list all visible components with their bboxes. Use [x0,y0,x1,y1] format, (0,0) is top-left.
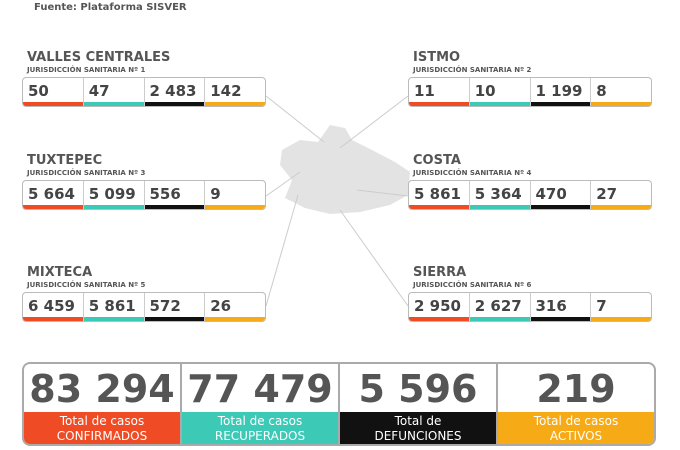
region-box: 5 664 5 099 556 9 [22,180,266,210]
region-value: 572 [144,293,206,321]
total-column: 77 479 Total de casos RECUPERADOS [182,364,340,444]
region-name: ISTMO [413,50,461,65]
map [280,125,410,214]
total-label-top: Total de [394,414,442,428]
jurisdiction: JURISDICCIÓN SANITARIA Nº 6 [413,281,532,289]
totals-box: 83 294 Total de casos CONFIRMADOS 77 479 Tot… [22,362,656,446]
total-label-bottom: ACTIVOS [549,429,603,443]
region-value: 50 568 [23,78,84,106]
total-column: 5 596 Total de DEFUNCIONES [340,364,498,444]
region-value: 142 [205,78,265,106]
region-value: 316 [530,293,592,321]
region-value: 47 943 [83,78,145,106]
region-value: 5 861 [409,181,470,209]
jurisdiction: JURISDICCIÓN SANITARIA Nº 1 [27,66,146,74]
connector-lines [265,95,409,307]
total-value: 219 [536,367,616,411]
jurisdiction: JURISDICCIÓN SANITARIA Nº 4 [413,169,532,177]
jurisdiction: JURISDICCIÓN SANITARIA Nº 5 [27,281,146,289]
total-value: 5 596 [358,367,478,411]
jurisdiction: JURISDICCIÓN SANITARIA Nº 3 [27,169,146,177]
total-label-bottom: DEFUNCIONES [374,429,462,443]
region-value: 2 627 [469,293,531,321]
region-value: 9 [205,181,265,209]
region-name: TUXTEPEC [27,153,103,168]
region-value: 6 459 [23,293,84,321]
total-value: 77 479 [187,367,333,411]
region-name: MIXTECA [27,265,93,280]
region-value: 27 [591,181,651,209]
region-value: 2 483 [144,78,206,106]
total-label: Total de casos RECUPERADOS [182,412,338,444]
region-value: 5 861 [83,293,145,321]
region-box: 2 950 2 627 316 7 [408,292,652,322]
region-value: 5 664 [23,181,84,209]
region-box: 5 861 5 364 470 27 [408,180,652,210]
total-column: 83 294 Total de casos CONFIRMADOS [24,364,182,444]
region-value: 8 [591,78,651,106]
region-value: 5 099 [83,181,145,209]
region-name: SIERRA [413,265,467,280]
region-value: 2 950 [409,293,470,321]
source: Fuente: Plataforma SISVER [34,2,187,13]
total-label-top: Total de casos [533,414,619,428]
region-value: 470 [530,181,592,209]
region-value: 5 364 [469,181,531,209]
total-label-bottom: RECUPERADOS [214,429,306,443]
total-label: Total de DEFUNCIONES [340,412,496,444]
total-value: 83 294 [29,367,175,411]
total-column: 219 Total de casos ACTIVOS [498,364,654,444]
region-name: COSTA [413,153,461,168]
jurisdiction: JURISDICCIÓN SANITARIA Nº 2 [413,66,532,74]
total-label-bottom: CONFIRMADOS [56,429,148,443]
region-name: VALLES CENTRALES [27,50,171,65]
total-label: Total de casos ACTIVOS [498,412,654,444]
region-value: 11 792 [409,78,470,106]
region-value: 7 [591,293,651,321]
total-label-top: Total de casos [217,414,303,428]
region-value: 1 199 [530,78,592,106]
region-value: 556 [144,181,206,209]
region-value: 10 585 [469,78,531,106]
total-label: Total de casos CONFIRMADOS [24,412,180,444]
region-box: 6 459 5 861 572 26 [22,292,266,322]
total-label-top: Total de casos [59,414,145,428]
region-value: 26 [205,293,265,321]
